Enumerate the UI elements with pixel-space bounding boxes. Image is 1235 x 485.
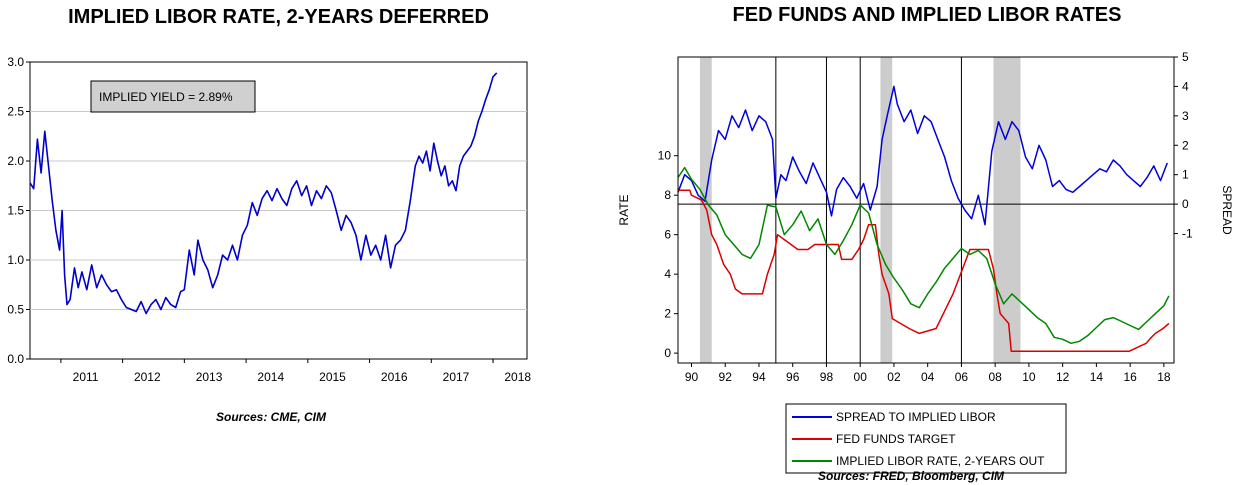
left-x-tick-label: 2018 — [504, 370, 531, 384]
right-x-tick-label: 90 — [685, 370, 699, 384]
right-x-tick-label: 10 — [1022, 370, 1036, 384]
right-chart-right-y-tick-label: 3 — [1182, 109, 1189, 123]
right-chart-right-y-tick-label: 1 — [1182, 168, 1189, 182]
series-line-spread-to-implied-libor — [677, 85, 1169, 226]
left-x-tick-label: 2011 — [73, 370, 99, 384]
left-x-tick-label: 2014 — [257, 370, 284, 384]
left-y-tick-label: 3.0 — [7, 55, 24, 69]
left-y-tick-label: 1.0 — [7, 253, 24, 267]
left-series-line — [29, 72, 498, 315]
annotation-text: IMPLIED YIELD = 2.89% — [99, 90, 233, 104]
right-x-tick-label: 92 — [719, 370, 733, 384]
right-chart-left-y-tick-label: 10 — [658, 149, 672, 163]
right-chart-right-y-tick-label: 4 — [1182, 79, 1189, 93]
annotation-box: IMPLIED YIELD = 2.89% — [90, 80, 256, 113]
left-y-tick-label: 0.5 — [7, 303, 24, 317]
right-chart-left-y-tick-label: 4 — [664, 267, 671, 281]
right-x-tick-label: 00 — [854, 370, 868, 384]
left-y-tick-label: 0.0 — [7, 352, 24, 366]
recession-shade — [699, 57, 712, 363]
right-chart-source: Sources: FRED, Bloomberg, CIM — [818, 469, 1005, 483]
left-chart-source: Sources: CME, CIM — [216, 410, 327, 424]
right-x-tick-label: 04 — [921, 370, 935, 384]
right-x-tick-label: 14 — [1090, 370, 1104, 384]
right-chart-right-y-tick-label: 2 — [1182, 138, 1189, 152]
series-line-fed-funds-target — [678, 189, 1170, 352]
right-x-tick-label: 06 — [955, 370, 969, 384]
left-x-tick-label: 2013 — [196, 370, 223, 384]
spread-axis-label: SPREAD — [1220, 185, 1234, 235]
right-chart-right-y-tick-label: -1 — [1182, 227, 1193, 241]
legend-entry-label: IMPLIED LIBOR RATE, 2-YEARS OUT — [836, 454, 1045, 468]
left-x-tick-label: 2015 — [319, 370, 346, 384]
legend: SPREAD TO IMPLIED LIBOR FED FUNDS TARGET I… — [785, 403, 1067, 474]
right-x-tick-label: 18 — [1157, 370, 1171, 384]
right-x-tick-label: 12 — [1056, 370, 1070, 384]
right-x-tick-label: 96 — [786, 370, 800, 384]
right-x-tick-label: 08 — [988, 370, 1002, 384]
right-x-tick-label: 94 — [752, 370, 766, 384]
legend-entry-label: SPREAD TO IMPLIED LIBOR — [836, 410, 996, 424]
right-chart-title: FED FUNDS AND IMPLIED LIBOR RATES — [732, 4, 1122, 26]
left-x-tick-label: 2016 — [381, 370, 408, 384]
left-y-tick-label: 2.0 — [7, 154, 24, 168]
right-chart-left-y-tick-label: 0 — [664, 346, 671, 360]
left-x-tick-label: 2017 — [443, 370, 470, 384]
right-x-tick-label: 02 — [887, 370, 901, 384]
recession-shade — [880, 57, 893, 363]
recession-shade — [993, 57, 1021, 363]
right-chart-right-y-tick-label: 5 — [1182, 50, 1189, 64]
right-chart-right-y-tick-label: 0 — [1182, 197, 1189, 211]
left-chart-title: IMPLIED LIBOR RATE, 2-YEARS DEFERRED — [68, 6, 489, 28]
right-x-tick-label: 16 — [1123, 370, 1137, 384]
legend-entry-label: FED FUNDS TARGET — [836, 432, 956, 446]
annotation-box-bg — [90, 80, 256, 113]
series-line-implied-libor-rate-2-years-out — [677, 166, 1170, 345]
right-plot-frame — [677, 56, 1175, 364]
right-chart-left-y-tick-label: 8 — [664, 188, 671, 202]
rate-axis-label: RATE — [617, 194, 631, 225]
legend-box — [785, 403, 1067, 474]
left-x-tick-label: 2012 — [134, 370, 161, 384]
left-y-tick-label: 1.5 — [7, 204, 24, 218]
right-chart-left-y-tick-label: 6 — [664, 228, 671, 242]
right-chart-left-y-tick-label: 2 — [664, 307, 671, 321]
left-y-tick-label: 2.5 — [7, 105, 24, 119]
right-x-tick-label: 98 — [820, 370, 834, 384]
